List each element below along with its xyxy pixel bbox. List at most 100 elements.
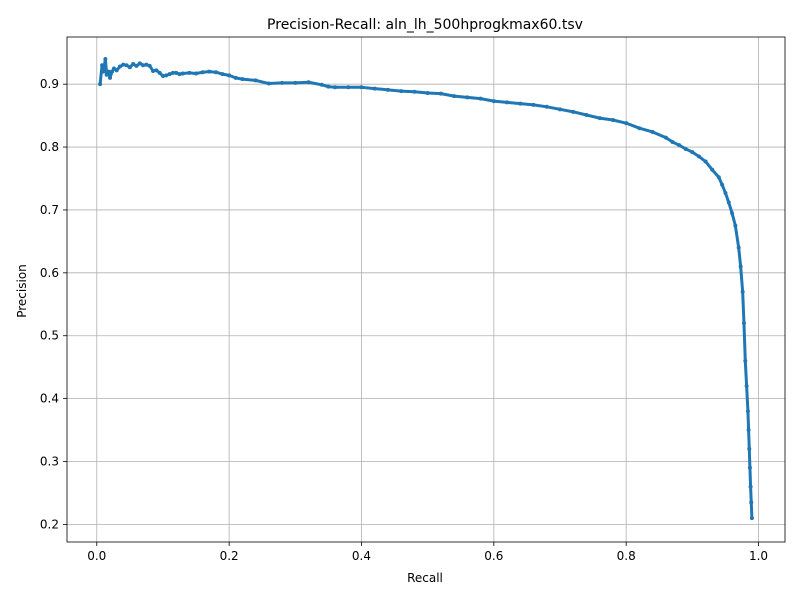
pr-curve-point: [170, 70, 175, 75]
pr-curve-point: [207, 69, 212, 74]
pr-curve-point: [584, 112, 589, 117]
pr-curve-point: [738, 264, 743, 269]
pr-curve-point: [744, 384, 749, 389]
pr-curve-point: [106, 69, 111, 74]
pr-curve-point: [730, 211, 735, 216]
y-tick-label: 0.5: [40, 329, 59, 343]
pr-curve-point: [346, 85, 351, 90]
y-axis: 0.2 0.3 0.4 0.5 0.6 0.7 0.8 0.9: [40, 77, 67, 531]
pr-curve-point: [544, 104, 549, 109]
x-tick-label: 0.4: [352, 549, 371, 563]
pr-curve-point: [385, 87, 390, 92]
pr-curve-point: [670, 140, 675, 145]
pr-curve-point: [134, 63, 139, 68]
pr-curve-point: [491, 99, 496, 104]
pr-curve-point: [749, 516, 754, 521]
pr-curve-point: [703, 159, 708, 164]
pr-curve-point: [110, 69, 114, 74]
pr-curve-point: [100, 63, 105, 68]
pr-curve-point: [740, 289, 745, 294]
y-axis-label: Precision: [15, 264, 29, 318]
pr-curve-point: [227, 73, 232, 78]
pr-curve-point: [741, 321, 746, 326]
pr-curve-point: [266, 81, 271, 86]
pr-curve-point: [650, 129, 655, 134]
pr-curve-point: [108, 75, 113, 80]
pr-curve-point: [117, 64, 122, 69]
pr-curve-point: [425, 90, 430, 95]
pr-curve-point: [174, 70, 179, 75]
pr-curve-point: [253, 78, 258, 83]
pr-curve-point: [743, 358, 748, 363]
pr-curve-point: [597, 116, 602, 121]
pr-curve-point: [716, 175, 721, 180]
pr-curve-point: [233, 75, 238, 80]
pr-curve-point: [733, 223, 738, 228]
pr-curve-point: [220, 72, 225, 77]
pr-curve-point: [127, 65, 132, 70]
pr-curve-point: [144, 62, 149, 67]
y-tick-label: 0.3: [40, 455, 59, 469]
y-tick-label: 0.6: [40, 266, 59, 280]
pr-curve-point: [412, 89, 417, 94]
pr-curve-point: [326, 84, 331, 89]
x-tick-label: 0.0: [87, 549, 106, 563]
pr-curve-point: [465, 95, 470, 100]
pr-curve-point: [160, 73, 165, 78]
pr-curve-point: [683, 146, 688, 151]
pr-curve-point: [726, 200, 731, 205]
x-tick-label: 0.2: [220, 549, 239, 563]
pr-curve-point: [531, 102, 536, 107]
x-tick-label: 1.0: [749, 549, 768, 563]
chart-title: Precision-Recall: aln_lh_500hprogkmax60.…: [267, 17, 583, 33]
pr-curve-point: [101, 69, 106, 74]
pr-curve-point: [571, 109, 576, 114]
pr-curve-point: [478, 96, 483, 101]
x-axis: 0.0 0.2 0.4 0.6 0.8 1.0: [87, 542, 768, 563]
pr-curve-point: [103, 57, 108, 62]
pr-curve-point: [747, 446, 752, 451]
pr-curve-point: [131, 62, 136, 67]
pr-curve-point: [98, 82, 103, 87]
y-tick-label: 0.7: [40, 203, 59, 217]
pr-curve-point: [720, 182, 725, 187]
pr-curve-point: [359, 85, 364, 90]
pr-curve-point: [723, 190, 728, 195]
pr-curve-point: [154, 68, 159, 73]
pr-curve-point: [240, 77, 245, 82]
series-layer: [98, 57, 754, 521]
pr-curve-point: [749, 500, 754, 505]
pr-curve-point: [137, 61, 142, 66]
pr-curve-point: [399, 89, 404, 94]
x-tick-label: 0.8: [617, 549, 636, 563]
pr-curve-point: [104, 72, 109, 77]
y-tick-label: 0.9: [40, 77, 59, 91]
pr-curve-point: [610, 118, 615, 123]
x-axis-label: Recall: [407, 571, 443, 585]
pr-curve-point: [745, 409, 750, 414]
pr-curve-point: [167, 72, 172, 77]
pr-curve-point: [180, 71, 185, 76]
pr-curve-point: [438, 91, 443, 96]
pr-curve-point: [677, 143, 682, 148]
pr-curve-point: [372, 86, 377, 91]
pr-curve-point: [736, 245, 741, 250]
pr-curve-point: [333, 85, 338, 90]
pr-curve-point: [200, 70, 205, 75]
pr-curve-point: [151, 68, 156, 73]
pr-curve-point: [663, 135, 668, 140]
pr-curve-point: [452, 94, 457, 99]
y-tick-label: 0.4: [40, 392, 59, 406]
pr-curve-point: [710, 167, 715, 172]
pr-curve-point: [164, 73, 169, 78]
pr-curve-point: [121, 62, 126, 67]
pr-curve-point: [187, 70, 192, 75]
x-tick-label: 0.6: [484, 549, 503, 563]
y-tick-label: 0.8: [40, 140, 59, 154]
pr-curve-point: [696, 154, 701, 159]
pr-curve-point: [141, 63, 146, 68]
y-tick-label: 0.2: [40, 517, 59, 531]
pr-curve-point: [177, 72, 182, 77]
pr-curve-point: [518, 101, 523, 106]
